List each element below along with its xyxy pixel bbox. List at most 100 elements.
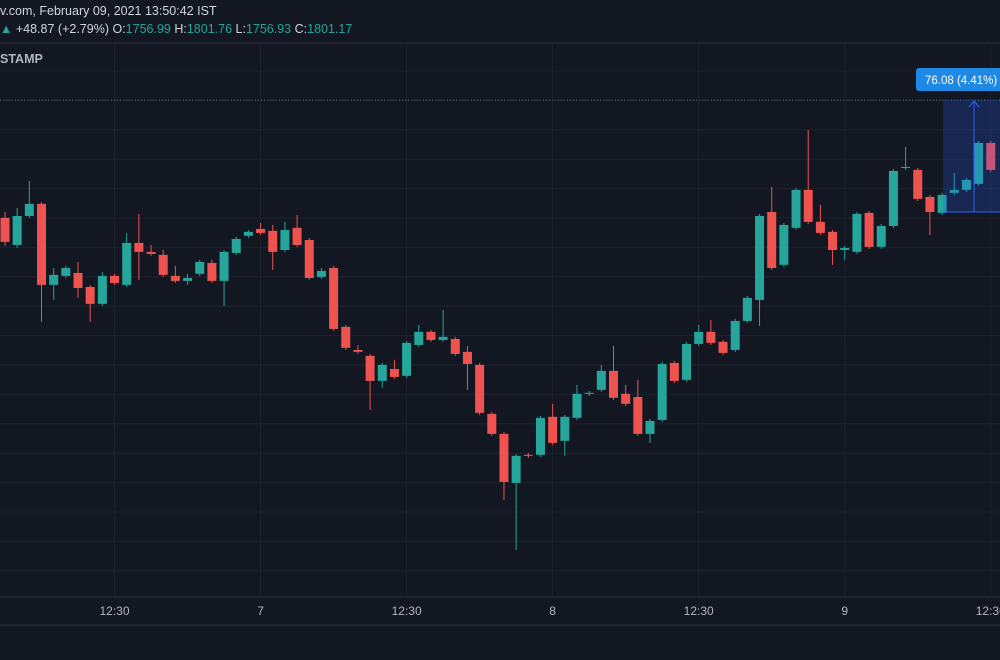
candle-body [730, 320, 740, 350]
candle-body [718, 341, 728, 353]
candle-body [852, 213, 862, 252]
candle-body [669, 362, 679, 381]
x-tick-label: 12:30 [100, 604, 130, 618]
candle-body [560, 416, 570, 441]
candle-body [134, 242, 144, 252]
candle-body [438, 336, 448, 340]
candle-body [755, 215, 765, 300]
ohlc-bar: ▲ +48.87 (+2.79%) O:1756.99 H:1801.76 L:… [0, 22, 352, 36]
ohlc-label: O: [112, 22, 126, 36]
candle-body [803, 189, 813, 222]
candle-body [24, 203, 34, 216]
candle-body [742, 297, 752, 321]
candle-body [791, 189, 801, 228]
candle-body [158, 254, 168, 275]
candle-body [645, 420, 655, 434]
candle-body [584, 392, 594, 394]
candle-body [377, 364, 387, 381]
up-arrow: ▲ [0, 22, 16, 36]
candle-body [329, 267, 339, 329]
measure-arrowhead [968, 100, 980, 108]
candle-body [256, 228, 266, 233]
candle-body [828, 231, 838, 250]
x-tick-label: 12:30 [976, 604, 1000, 618]
candle-body [694, 331, 704, 344]
candle-body [572, 393, 582, 418]
candle-body [901, 166, 911, 168]
candle-body [633, 396, 643, 434]
measure-label: 76.08 (4.41%) 7 [925, 75, 1000, 87]
measure-box [943, 100, 1000, 212]
candle-body [779, 224, 789, 265]
ohlc-value: 1801.76 [186, 22, 233, 36]
candle-body [85, 286, 95, 304]
candle-body [548, 416, 558, 443]
candle-body [621, 393, 631, 404]
candle-body [450, 338, 460, 354]
candle-body [268, 230, 278, 252]
candle-body [304, 239, 314, 278]
ohlc-value: 1756.93 [245, 22, 292, 36]
candle-body [986, 142, 996, 170]
timestamp: v.com, February 09, 2021 13:50:42 IST [0, 4, 217, 18]
ohlc-values: O:1756.99 H:1801.76 L:1756.93 C:1801.17 [112, 22, 352, 36]
ohlc-label: C: [294, 22, 308, 36]
candle-body [511, 455, 521, 483]
ohlc-label: L: [235, 22, 246, 36]
symbol: STAMP [0, 52, 43, 66]
candle-body [0, 217, 10, 242]
ohlc-label: H: [174, 22, 187, 36]
candle-body [183, 277, 193, 281]
candle-body [12, 215, 22, 245]
candle-body [535, 417, 545, 455]
candle-body [974, 142, 984, 184]
candle-body [682, 343, 692, 380]
candle-body [243, 231, 253, 236]
candle-body [499, 433, 509, 482]
candle-body [949, 189, 959, 193]
candle-body [280, 229, 290, 250]
candle-body [170, 275, 180, 281]
candle-body [888, 170, 898, 226]
candle-body [462, 351, 472, 364]
x-tick-label: 12:30 [392, 604, 422, 618]
candle-body [876, 225, 886, 247]
candle-body [913, 169, 923, 199]
candle-body [365, 355, 375, 381]
candle-body [767, 211, 777, 268]
candle-body [110, 275, 120, 283]
candle-body [61, 267, 71, 276]
candle-body [49, 274, 59, 285]
change: +48.87 (+2.79%) [15, 22, 109, 36]
x-tick-label: 8 [549, 604, 556, 618]
candle-body [389, 368, 399, 377]
candle-body [97, 275, 107, 304]
candle-body [657, 363, 667, 420]
candle-body [487, 413, 497, 434]
candle-body [231, 238, 241, 253]
ohlc-value: 1756.99 [125, 22, 171, 36]
candle-body [815, 221, 825, 233]
candle-body [596, 370, 606, 390]
candle-body [426, 331, 436, 340]
candle-body [353, 349, 363, 352]
candle-body [219, 251, 229, 281]
candle-body [122, 242, 132, 285]
candle-body [961, 179, 971, 190]
measure-label-bg [916, 68, 1000, 91]
candle-body [925, 196, 935, 212]
candle-body [73, 272, 83, 288]
candle-body [414, 331, 424, 345]
x-tick-label: 9 [841, 604, 848, 618]
candle-body [609, 370, 618, 398]
x-tick-label: 12:30 [684, 604, 714, 618]
candle-body [475, 364, 485, 413]
candle-body [341, 326, 351, 348]
candle-body [523, 454, 533, 456]
x-tick-label: 7 [257, 604, 264, 618]
candle-body [706, 331, 716, 343]
candle-body [402, 342, 412, 376]
candle-body [37, 203, 47, 285]
